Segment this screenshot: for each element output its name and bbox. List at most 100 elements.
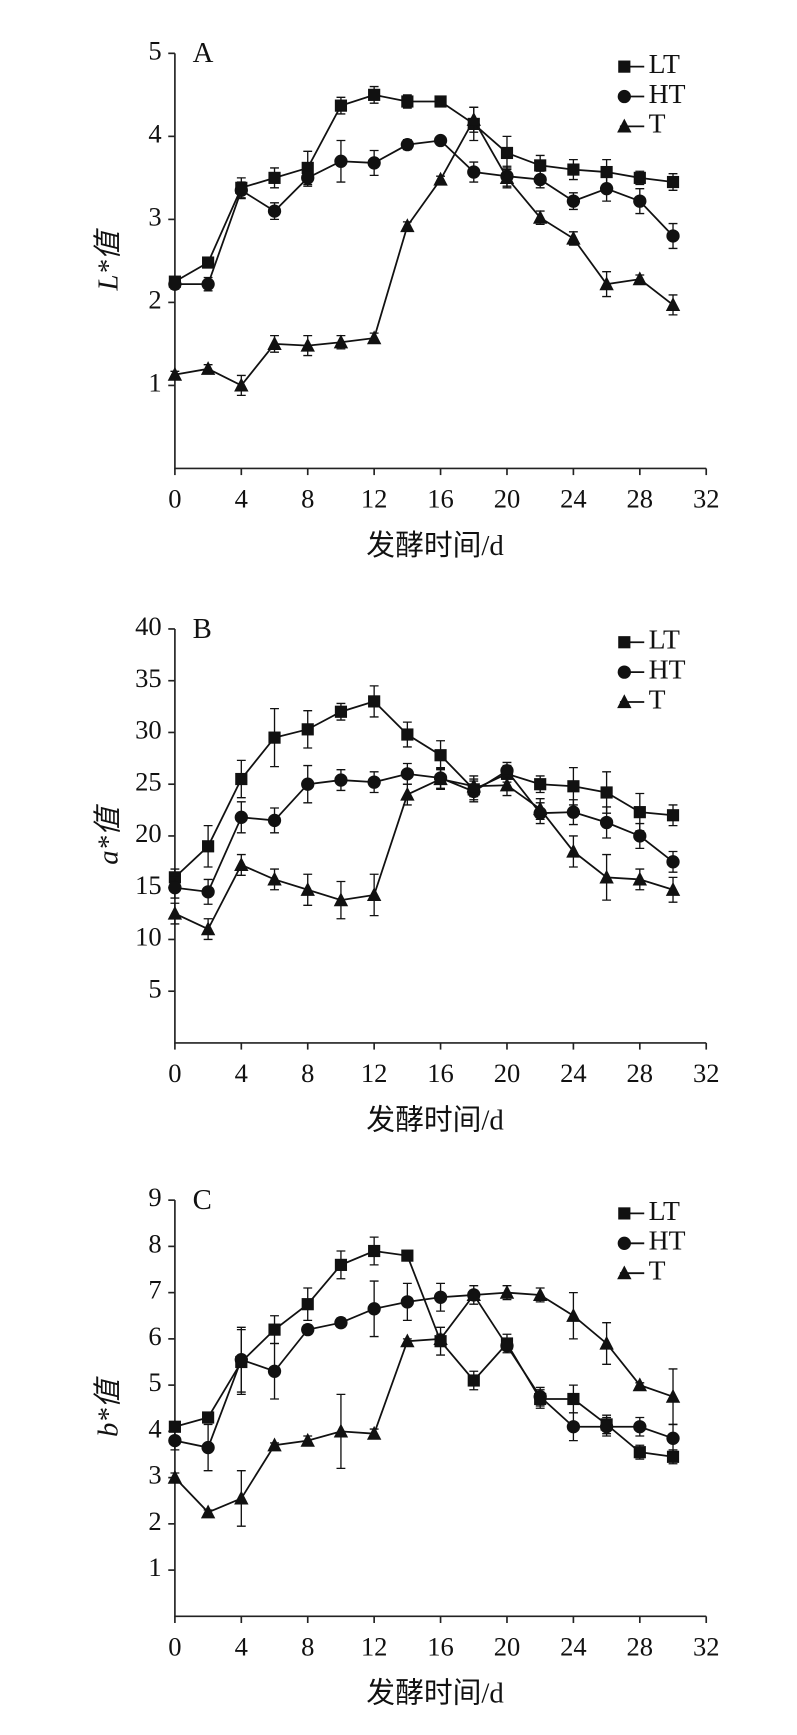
data-point (301, 1322, 315, 1337)
data-point (633, 1446, 646, 1459)
legend-marker (618, 1207, 631, 1220)
data-point (400, 218, 415, 233)
y-tick-label: 2 (148, 284, 161, 314)
legend-label: HT (649, 78, 686, 109)
y-axis-label: a*值 (92, 804, 124, 865)
data-point (334, 773, 348, 787)
x-tick-label: 24 (560, 1632, 587, 1662)
x-tick-label: 32 (693, 484, 720, 514)
data-point (532, 801, 548, 816)
x-tick-label: 12 (361, 484, 388, 514)
data-point (168, 277, 182, 291)
data-point (566, 1308, 581, 1322)
legend-label: T (649, 1255, 666, 1286)
x-tick-label: 20 (494, 1632, 521, 1662)
legend-marker (617, 1265, 632, 1280)
data-point (334, 1258, 348, 1271)
y-tick-label: 20 (135, 818, 162, 848)
data-point (467, 165, 481, 179)
data-point (632, 1377, 648, 1392)
data-point (599, 869, 614, 884)
data-point (633, 1420, 647, 1434)
x-axis-label: 发酵时间/d (366, 1104, 504, 1136)
data-point (666, 1431, 680, 1445)
data-point (401, 728, 414, 741)
x-tick-label: 4 (235, 484, 248, 514)
data-point (202, 1411, 215, 1424)
data-point (301, 171, 315, 185)
data-point (333, 1423, 349, 1438)
data-point (334, 1316, 348, 1330)
data-point (367, 1302, 381, 1316)
data-point (533, 172, 547, 187)
legend-label: LT (649, 48, 680, 79)
data-point (665, 297, 681, 311)
series-line (174, 1294, 674, 1449)
data-point (633, 806, 646, 819)
data-point (234, 1490, 249, 1505)
x-tick-label: 0 (168, 1058, 181, 1088)
data-point (333, 892, 349, 907)
legend-label: HT (649, 1225, 686, 1256)
y-tick-label: 6 (148, 1321, 161, 1351)
data-point (433, 771, 448, 786)
data-point (400, 138, 414, 152)
data-point (400, 1295, 414, 1309)
x-tick-label: 4 (235, 1632, 248, 1662)
y-tick-label: 7 (148, 1275, 161, 1305)
data-point (334, 154, 348, 168)
x-tick-label: 8 (301, 484, 314, 514)
data-point (466, 112, 481, 126)
data-point (500, 1339, 514, 1353)
y-tick-label: 10 (135, 922, 162, 952)
data-point (301, 1298, 314, 1311)
data-point (366, 330, 382, 345)
data-point (267, 813, 282, 828)
legend-marker (617, 694, 632, 709)
y-tick-label: 2 (148, 1506, 161, 1536)
data-point (632, 271, 648, 286)
data-point (200, 921, 216, 936)
legend-marker (618, 636, 631, 649)
x-tick-label: 28 (627, 1632, 654, 1662)
data-point (300, 882, 315, 896)
data-point (234, 183, 248, 197)
x-tick-label: 32 (693, 1058, 720, 1088)
x-tick-label: 8 (301, 1632, 314, 1662)
data-point (665, 1388, 681, 1403)
data-point (566, 843, 581, 858)
data-point (500, 764, 514, 778)
data-point (201, 1440, 215, 1455)
data-point (666, 855, 680, 869)
axis (174, 53, 707, 470)
y-tick-label: 3 (148, 1460, 161, 1490)
data-point (366, 1425, 382, 1440)
series-line (174, 700, 674, 878)
x-tick-label: 32 (693, 1632, 720, 1662)
data-point (599, 182, 614, 196)
data-point (368, 88, 381, 101)
axis (174, 1200, 707, 1618)
axis (174, 628, 707, 1044)
data-point (533, 1390, 547, 1404)
y-tick-label: 5 (148, 1367, 161, 1397)
data-point (500, 146, 514, 160)
x-tick-label: 16 (427, 484, 454, 514)
data-point (267, 1437, 282, 1452)
data-point (234, 1353, 248, 1367)
data-point (499, 777, 515, 792)
data-point (599, 815, 614, 830)
x-tick-label: 0 (168, 1632, 181, 1662)
data-point (499, 170, 515, 184)
y-tick-label: 40 (135, 611, 162, 641)
data-point (666, 1450, 680, 1463)
data-point (633, 194, 647, 208)
data-point (433, 1290, 448, 1304)
y-tick-label: 9 (148, 1182, 161, 1212)
x-axis-label: 发酵时间/d (366, 1678, 504, 1710)
y-tick-label: 25 (135, 766, 162, 796)
data-point (534, 159, 547, 172)
data-point (334, 705, 348, 718)
data-point (167, 905, 183, 920)
legend-label: T (649, 683, 666, 714)
